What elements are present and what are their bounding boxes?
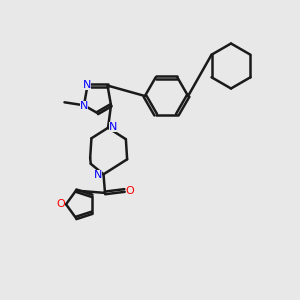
Text: N: N (109, 122, 118, 132)
Text: O: O (56, 199, 65, 209)
Text: N: N (83, 80, 92, 90)
Text: N: N (94, 170, 102, 180)
Text: O: O (125, 185, 134, 196)
Text: N: N (80, 101, 88, 111)
